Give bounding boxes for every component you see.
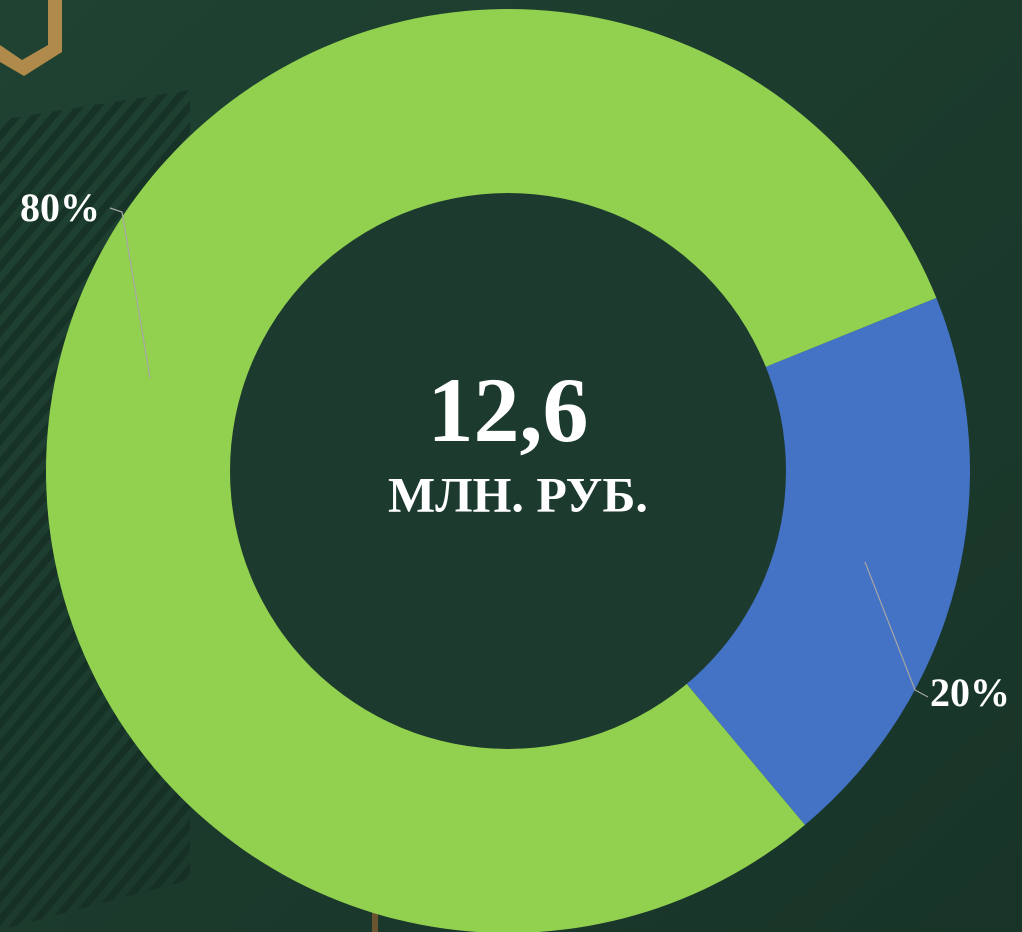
leader-line [864,561,929,698]
donut-hole [230,193,786,749]
decor-hexagon [0,0,62,76]
data-label: 80% [20,185,100,230]
leader-line [109,207,151,379]
center-label: МЛН. РУБ. [388,466,648,522]
center-value: 12,6 [428,359,589,461]
data-label: 20% [930,670,1010,715]
